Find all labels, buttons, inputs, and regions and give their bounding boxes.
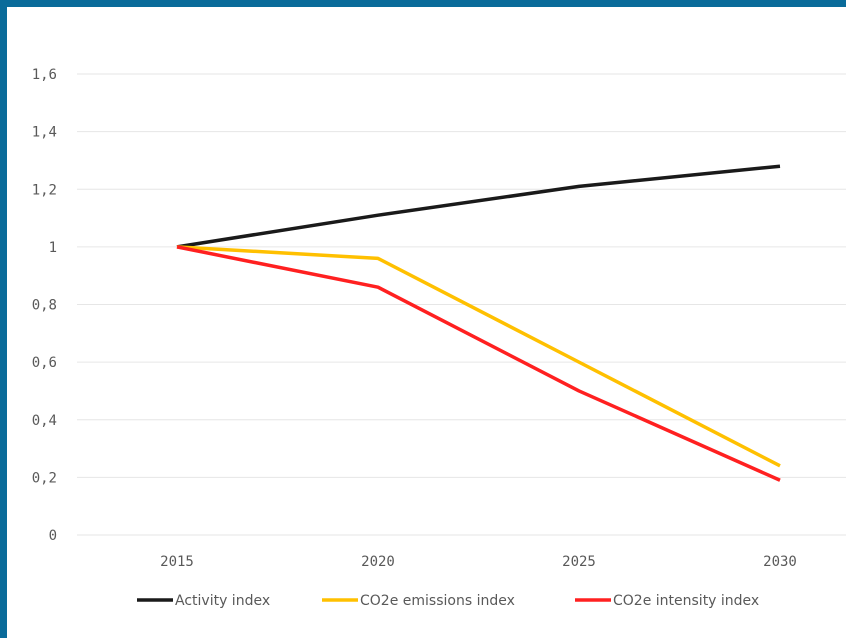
- legend: Activity index CO2e emissions index CO2e i…: [137, 593, 759, 609]
- series-line-3: [177, 247, 780, 480]
- legend-label: CO2e intensity index: [613, 593, 759, 609]
- gridlines: [77, 74, 846, 535]
- chart-frame: 0 0,2 0,4 0,6 0,8 1 1,2 1,4 1,6 2015 2020 2025 2030…: [7, 7, 846, 638]
- y-tick-label: 0,8: [32, 298, 57, 314]
- y-tick-label: 0: [49, 528, 57, 544]
- y-tick-label: 1,6: [32, 67, 57, 83]
- series-line-1: [177, 166, 780, 247]
- x-tick-label: 2015: [160, 554, 194, 570]
- y-tick-label: 1,2: [32, 182, 57, 198]
- series-line-2: [177, 247, 780, 466]
- x-tick-label: 2030: [763, 554, 797, 570]
- x-axis-ticks: 2015 2020 2025 2030: [160, 554, 797, 570]
- legend-label: CO2e emissions index: [360, 593, 515, 609]
- x-tick-label: 2025: [562, 554, 596, 570]
- series-lines: [177, 166, 780, 480]
- y-tick-label: 1: [49, 240, 57, 256]
- y-tick-label: 1,4: [32, 125, 57, 141]
- legend-label: Activity index: [175, 593, 270, 609]
- y-tick-label: 0,4: [32, 413, 57, 429]
- y-axis-ticks: 0 0,2 0,4 0,6 0,8 1 1,2 1,4 1,6: [32, 67, 57, 544]
- y-tick-label: 0,6: [32, 355, 57, 371]
- x-tick-label: 2020: [361, 554, 395, 570]
- y-tick-label: 0,2: [32, 470, 57, 486]
- line-chart: 0 0,2 0,4 0,6 0,8 1 1,2 1,4 1,6 2015 2020 2025 2030…: [7, 7, 846, 638]
